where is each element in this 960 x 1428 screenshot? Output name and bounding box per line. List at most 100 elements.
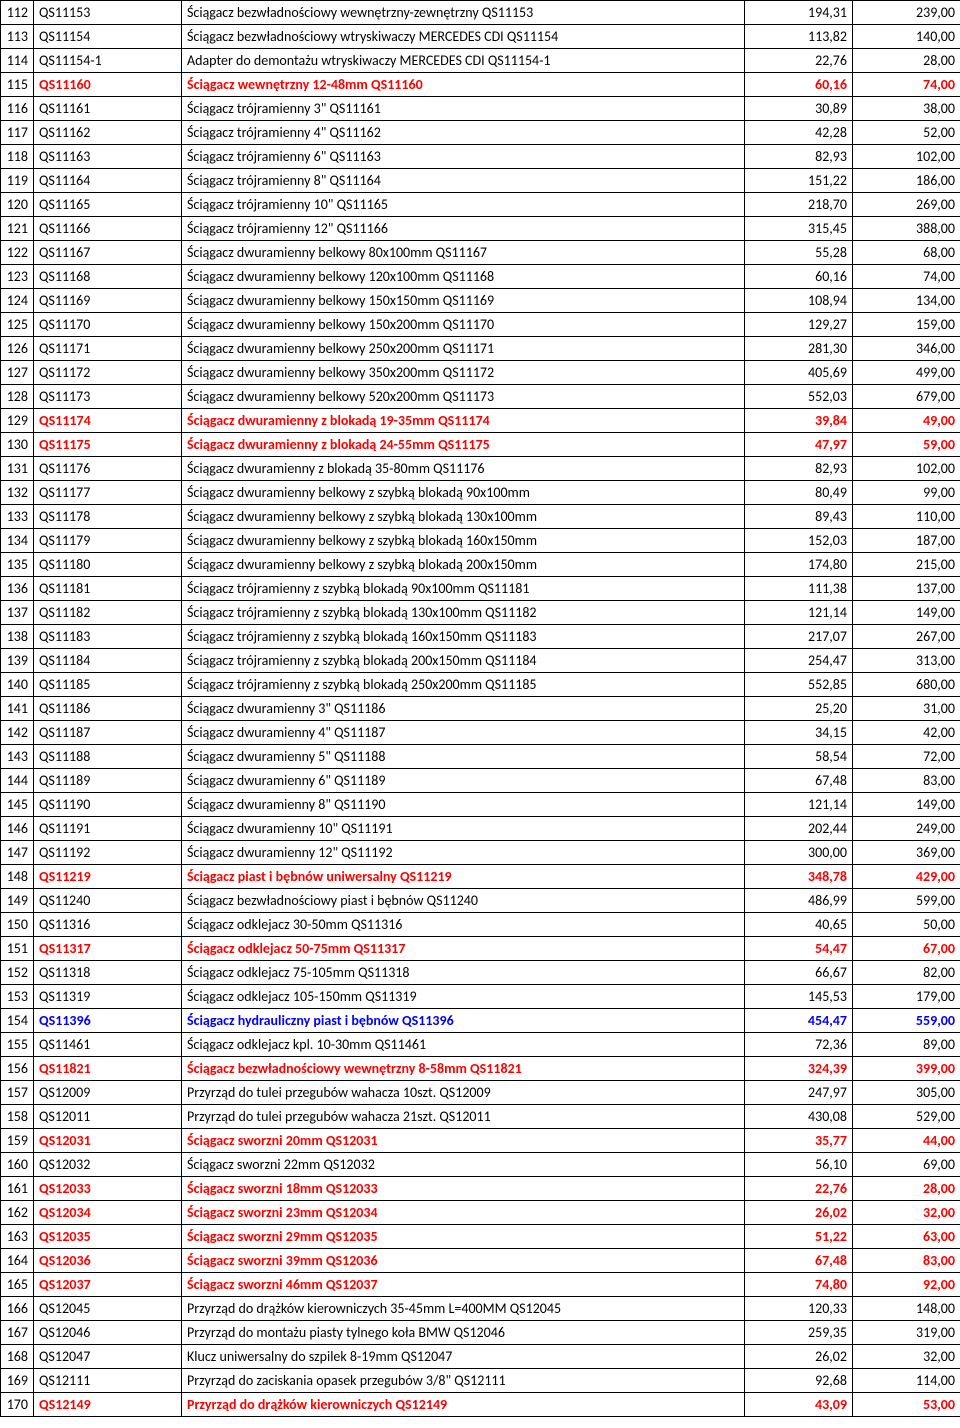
table-row: 141QS11186Ściągacz dwuramienny 3" QS1118… [1, 697, 960, 721]
product-description: Ściągacz trójramienny 4" QS11162 [182, 121, 745, 145]
price-gross: 680,00 [853, 673, 960, 697]
price-gross: 74,00 [853, 265, 960, 289]
table-row: 113QS11154Ściągacz bezwładnościowy wtrys… [1, 25, 960, 49]
price-gross: 559,00 [853, 1009, 960, 1033]
table-row: 142QS11187Ściągacz dwuramienny 4" QS1118… [1, 721, 960, 745]
row-index: 158 [1, 1105, 34, 1129]
row-index: 168 [1, 1345, 34, 1369]
price-net: 80,49 [745, 481, 853, 505]
table-row: 139QS11184Ściągacz trójramienny z szybką… [1, 649, 960, 673]
product-description: Ściągacz dwuramienny 12" QS11192 [182, 841, 745, 865]
product-code: QS11184 [34, 649, 182, 673]
product-code: QS11180 [34, 553, 182, 577]
price-net: 281,30 [745, 337, 853, 361]
product-code: QS12036 [34, 1249, 182, 1273]
price-net: 486,99 [745, 889, 853, 913]
product-description: Ściągacz dwuramienny 5" QS11188 [182, 745, 745, 769]
product-description: Ściągacz trójramienny 8" QS11164 [182, 169, 745, 193]
product-code: QS11396 [34, 1009, 182, 1033]
row-index: 129 [1, 409, 34, 433]
price-net: 35,77 [745, 1129, 853, 1153]
table-row: 140QS11185Ściągacz trójramienny z szybką… [1, 673, 960, 697]
price-gross: 28,00 [853, 1177, 960, 1201]
price-net: 34,15 [745, 721, 853, 745]
row-index: 119 [1, 169, 34, 193]
price-gross: 52,00 [853, 121, 960, 145]
product-description: Ściągacz trójramienny z szybką blokadą 1… [182, 625, 745, 649]
price-net: 74,80 [745, 1273, 853, 1297]
table-row: 164QS12036Ściągacz sworzni 39mm QS120366… [1, 1249, 960, 1273]
product-code: QS11169 [34, 289, 182, 313]
price-net: 300,00 [745, 841, 853, 865]
row-index: 156 [1, 1057, 34, 1081]
product-description: Ściągacz odklejacz 75-105mm QS11318 [182, 961, 745, 985]
price-net: 174,80 [745, 553, 853, 577]
product-description: Ściągacz dwuramienny 10" QS11191 [182, 817, 745, 841]
row-index: 116 [1, 97, 34, 121]
table-row: 124QS11169Ściągacz dwuramienny belkowy 1… [1, 289, 960, 313]
price-gross: 159,00 [853, 313, 960, 337]
price-net: 82,93 [745, 457, 853, 481]
table-row: 168QS12047Klucz uniwersalny do szpilek 8… [1, 1345, 960, 1369]
price-gross: 239,00 [853, 1, 960, 25]
price-gross: 92,00 [853, 1273, 960, 1297]
product-description: Ściągacz sworzni 23mm QS12034 [182, 1201, 745, 1225]
price-gross: 305,00 [853, 1081, 960, 1105]
table-row: 154QS11396Ściągacz hydrauliczny piast i … [1, 1009, 960, 1033]
price-net: 67,48 [745, 769, 853, 793]
row-index: 132 [1, 481, 34, 505]
product-description: Ściągacz hydrauliczny piast i bębnów QS1… [182, 1009, 745, 1033]
row-index: 163 [1, 1225, 34, 1249]
product-description: Ściągacz dwuramienny belkowy z szybką bl… [182, 529, 745, 553]
row-index: 166 [1, 1297, 34, 1321]
product-description: Adapter do demontażu wtryskiwaczy MERCED… [182, 49, 745, 73]
product-code: QS11183 [34, 625, 182, 649]
table-row: 156QS11821Ściągacz bezwładnościowy wewnę… [1, 1057, 960, 1081]
row-index: 161 [1, 1177, 34, 1201]
table-row: 170QS12149Przyrząd do drążków kierownicz… [1, 1393, 960, 1417]
price-net: 58,54 [745, 745, 853, 769]
price-net: 60,16 [745, 265, 853, 289]
table-row: 136QS11181Ściągacz trójramienny z szybką… [1, 577, 960, 601]
product-code: QS11182 [34, 601, 182, 625]
price-gross: 186,00 [853, 169, 960, 193]
table-row: 115QS11160Ściągacz wewnętrzny 12-48mm QS… [1, 73, 960, 97]
table-row: 118QS11163Ściągacz trójramienny 6" QS111… [1, 145, 960, 169]
price-net: 430,08 [745, 1105, 853, 1129]
product-description: Ściągacz sworzni 20mm QS12031 [182, 1129, 745, 1153]
row-index: 125 [1, 313, 34, 337]
product-code: QS11170 [34, 313, 182, 337]
table-row: 158QS12011Przyrząd do tulei przegubów wa… [1, 1105, 960, 1129]
price-gross: 215,00 [853, 553, 960, 577]
price-gross: 31,00 [853, 697, 960, 721]
product-code: QS12034 [34, 1201, 182, 1225]
price-gross: 388,00 [853, 217, 960, 241]
product-description: Ściągacz dwuramienny belkowy 520x200mm Q… [182, 385, 745, 409]
price-net: 66,67 [745, 961, 853, 985]
product-description: Klucz uniwersalny do szpilek 8-19mm QS12… [182, 1345, 745, 1369]
product-description: Ściągacz dwuramienny belkowy 150x150mm Q… [182, 289, 745, 313]
product-code: QS11185 [34, 673, 182, 697]
product-code: QS11181 [34, 577, 182, 601]
product-code: QS11316 [34, 913, 182, 937]
product-description: Przyrząd do tulei przegubów wahacza 10sz… [182, 1081, 745, 1105]
table-row: 121QS11166Ściągacz trójramienny 12" QS11… [1, 217, 960, 241]
table-row: 116QS11161Ściągacz trójramienny 3" QS111… [1, 97, 960, 121]
price-gross: 42,00 [853, 721, 960, 745]
product-code: QS12032 [34, 1153, 182, 1177]
product-description: Ściągacz sworzni 46mm QS12037 [182, 1273, 745, 1297]
row-index: 131 [1, 457, 34, 481]
row-index: 169 [1, 1369, 34, 1393]
price-gross: 179,00 [853, 985, 960, 1009]
product-description: Ściągacz dwuramienny belkowy 350x200mm Q… [182, 361, 745, 385]
price-table-body: 112QS11153Ściągacz bezwładnościowy wewnę… [1, 1, 960, 1417]
product-code: QS11318 [34, 961, 182, 985]
product-description: Ściągacz dwuramienny z blokadą 24-55mm Q… [182, 433, 745, 457]
product-description: Ściągacz wewnętrzny 12-48mm QS11160 [182, 73, 745, 97]
table-row: 145QS11190Ściągacz dwuramienny 8" QS1119… [1, 793, 960, 817]
row-index: 120 [1, 193, 34, 217]
row-index: 147 [1, 841, 34, 865]
table-row: 127QS11172Ściągacz dwuramienny belkowy 3… [1, 361, 960, 385]
row-index: 167 [1, 1321, 34, 1345]
product-code: QS11821 [34, 1057, 182, 1081]
